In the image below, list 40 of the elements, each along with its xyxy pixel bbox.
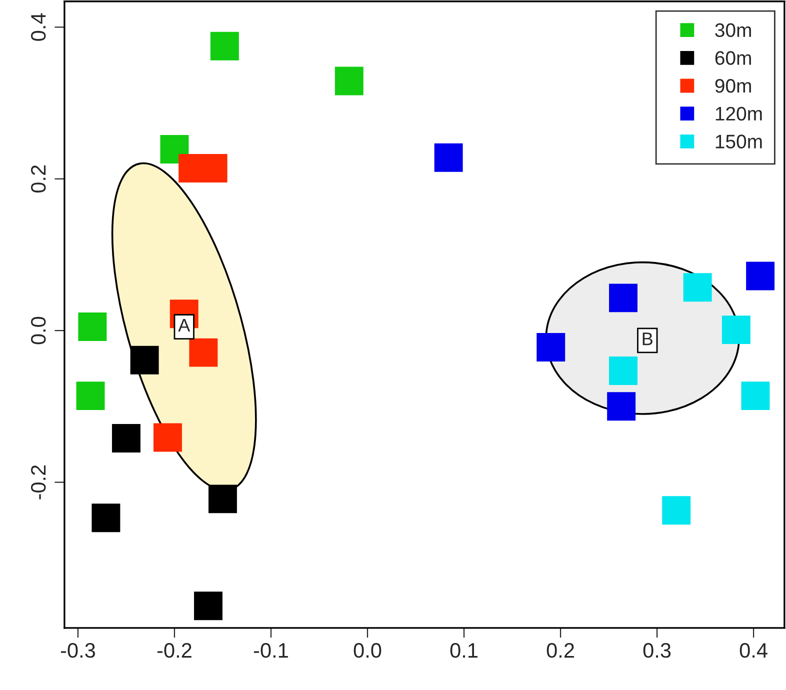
y-tick-label: 0.2 <box>31 165 46 193</box>
legend-label: 90m <box>715 78 751 93</box>
legend-label: 30m <box>715 23 751 38</box>
point <box>662 496 691 525</box>
x-tick-label: 0.4 <box>740 643 768 658</box>
point <box>334 66 364 96</box>
point <box>76 382 105 410</box>
point <box>609 356 638 385</box>
x-tick-label: 0.1 <box>450 643 478 658</box>
point <box>130 346 159 374</box>
point <box>609 284 638 312</box>
annotation: B <box>642 332 652 346</box>
point <box>112 424 140 453</box>
y-tick-label: -0.2 <box>31 465 46 500</box>
point <box>683 273 712 302</box>
x-tick-label: 0.0 <box>354 643 382 658</box>
y-tick-label: 0.0 <box>31 316 46 344</box>
point <box>210 32 239 60</box>
point <box>189 338 218 367</box>
point <box>153 423 182 452</box>
legend-label: 120m <box>716 106 762 121</box>
point <box>722 316 750 344</box>
point <box>746 262 775 290</box>
x-tick-label: 0.3 <box>643 643 671 658</box>
point <box>92 504 120 532</box>
point <box>194 592 222 620</box>
x-tick-label: -0.2 <box>157 643 192 658</box>
legend-label: 60m <box>715 51 751 65</box>
point <box>78 312 107 342</box>
point <box>208 484 237 514</box>
point <box>536 333 566 362</box>
y-tick-label: 0.4 <box>31 13 46 41</box>
legend-label: 150m <box>716 134 762 148</box>
point <box>607 392 636 421</box>
point <box>741 382 770 410</box>
x-tick-label: -0.1 <box>254 643 288 658</box>
x-tick-label: -0.3 <box>60 643 95 658</box>
annotation: A <box>178 319 190 332</box>
x-tick-label: 0.2 <box>546 643 574 658</box>
point <box>434 143 463 172</box>
